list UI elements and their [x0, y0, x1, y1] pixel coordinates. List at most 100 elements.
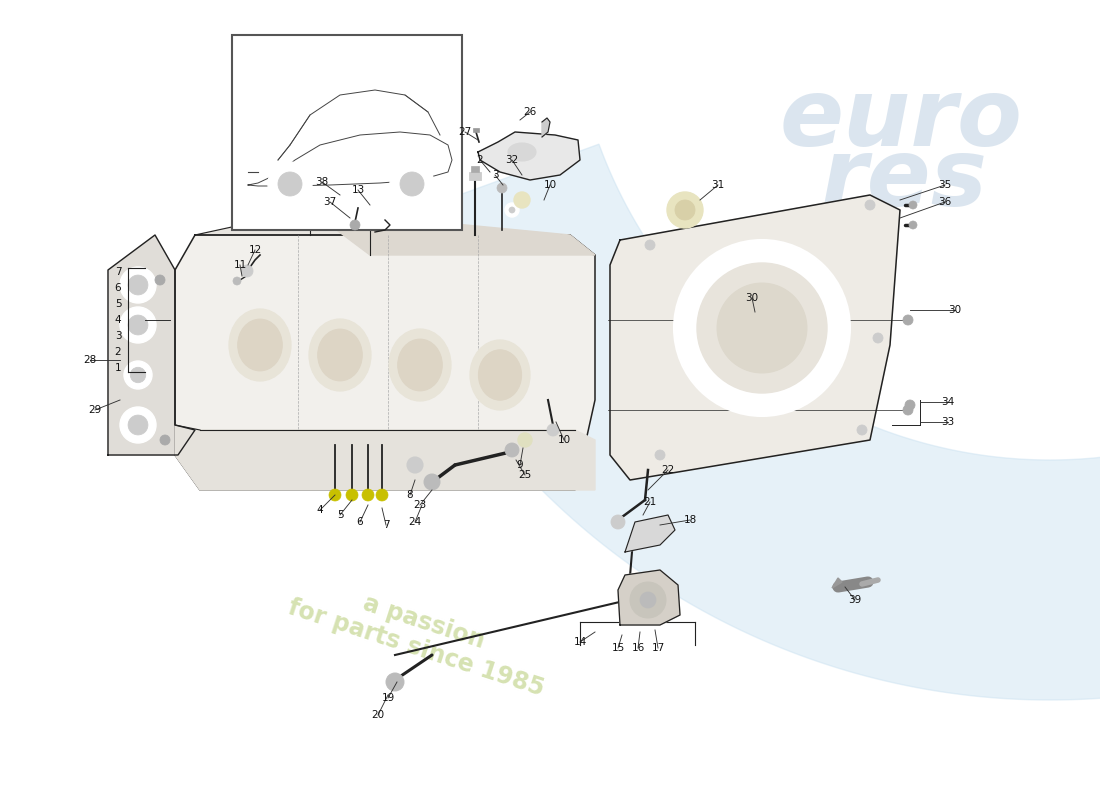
Text: a passion
for parts since 1985: a passion for parts since 1985: [285, 569, 556, 701]
Text: 10: 10: [558, 435, 571, 445]
Text: 36: 36: [938, 197, 952, 207]
Text: 18: 18: [683, 515, 696, 525]
Text: 9: 9: [517, 460, 524, 470]
Circle shape: [903, 315, 913, 325]
Ellipse shape: [478, 350, 521, 400]
Text: 4: 4: [114, 315, 121, 325]
Polygon shape: [195, 210, 595, 255]
Text: res: res: [820, 134, 987, 226]
Polygon shape: [478, 132, 580, 180]
Circle shape: [654, 450, 666, 460]
Polygon shape: [310, 210, 595, 255]
Text: 24: 24: [408, 517, 421, 527]
Circle shape: [505, 443, 519, 457]
Circle shape: [905, 400, 915, 410]
Ellipse shape: [398, 339, 442, 391]
Text: 11: 11: [233, 260, 246, 270]
Circle shape: [124, 361, 152, 389]
Circle shape: [120, 307, 156, 343]
Text: 22: 22: [661, 465, 674, 475]
Text: 21: 21: [644, 497, 657, 507]
Text: 8: 8: [407, 490, 414, 500]
Text: 7: 7: [383, 520, 389, 530]
Ellipse shape: [238, 319, 283, 371]
Polygon shape: [618, 570, 680, 625]
Text: 15: 15: [612, 643, 625, 653]
Circle shape: [233, 277, 241, 285]
Text: 6: 6: [114, 283, 121, 293]
Circle shape: [903, 405, 913, 415]
Polygon shape: [832, 578, 842, 588]
Polygon shape: [175, 425, 595, 490]
Text: 35: 35: [938, 180, 952, 190]
Text: 6: 6: [356, 517, 363, 527]
Text: 38: 38: [316, 177, 329, 187]
Text: 12: 12: [249, 245, 262, 255]
Circle shape: [865, 200, 874, 210]
Circle shape: [509, 207, 515, 213]
Circle shape: [400, 172, 424, 196]
Circle shape: [155, 275, 165, 285]
Circle shape: [518, 433, 532, 447]
Text: 26: 26: [524, 107, 537, 117]
Text: 1: 1: [114, 363, 121, 373]
Polygon shape: [108, 235, 195, 455]
Ellipse shape: [318, 329, 362, 381]
Circle shape: [909, 201, 917, 209]
Text: 2: 2: [114, 347, 121, 357]
Bar: [469, 172, 481, 180]
Ellipse shape: [229, 309, 292, 381]
Circle shape: [128, 315, 147, 335]
Circle shape: [241, 265, 253, 277]
Polygon shape: [175, 235, 595, 490]
Ellipse shape: [470, 340, 530, 410]
Text: 32: 32: [505, 155, 518, 165]
Circle shape: [645, 240, 654, 250]
Text: 25: 25: [518, 470, 531, 480]
Circle shape: [130, 367, 145, 382]
Circle shape: [630, 582, 666, 618]
Circle shape: [128, 415, 147, 435]
Circle shape: [547, 424, 559, 436]
Bar: [471, 166, 478, 172]
Text: 30: 30: [746, 293, 759, 303]
Ellipse shape: [389, 329, 451, 401]
Circle shape: [329, 489, 341, 501]
Circle shape: [610, 515, 625, 529]
Circle shape: [697, 263, 827, 393]
Ellipse shape: [508, 143, 536, 161]
Text: 27: 27: [459, 127, 472, 137]
Text: 2: 2: [476, 155, 483, 165]
Circle shape: [717, 283, 807, 373]
Text: 7: 7: [114, 267, 121, 277]
Text: 5: 5: [337, 510, 343, 520]
Circle shape: [505, 203, 519, 217]
Text: 13: 13: [351, 185, 364, 195]
Text: 5: 5: [114, 299, 121, 309]
Text: 29: 29: [88, 405, 101, 415]
Polygon shape: [625, 515, 675, 552]
Bar: [473, 128, 478, 132]
Polygon shape: [610, 195, 900, 480]
Text: 31: 31: [712, 180, 725, 190]
Ellipse shape: [309, 319, 371, 391]
Circle shape: [120, 267, 156, 303]
Text: 20: 20: [372, 710, 385, 720]
Circle shape: [667, 192, 703, 228]
Text: 30: 30: [948, 305, 961, 315]
Circle shape: [390, 162, 435, 206]
Circle shape: [376, 489, 388, 501]
Text: 17: 17: [651, 643, 664, 653]
Circle shape: [350, 220, 360, 230]
Circle shape: [674, 240, 850, 416]
Text: 33: 33: [942, 417, 955, 427]
Circle shape: [128, 275, 147, 295]
Text: 16: 16: [631, 643, 645, 653]
Circle shape: [386, 673, 404, 691]
Text: 14: 14: [573, 637, 586, 647]
Circle shape: [873, 333, 883, 343]
Text: 3: 3: [492, 170, 498, 180]
Text: 39: 39: [848, 595, 861, 605]
Text: 28: 28: [84, 355, 97, 365]
Text: 19: 19: [382, 693, 395, 703]
